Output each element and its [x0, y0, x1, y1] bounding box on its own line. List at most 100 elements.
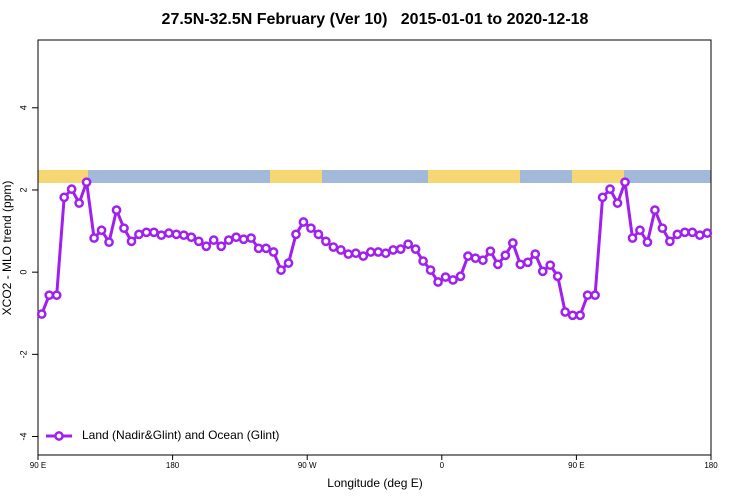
data-point: [283, 258, 294, 268]
data-point: [51, 290, 62, 301]
data-point: [350, 248, 361, 259]
data-point: [44, 290, 55, 301]
data-point: [650, 205, 660, 215]
y-axis-label: XCO2 - MLO trend (ppm): [0, 181, 14, 316]
data-point: [478, 255, 488, 266]
data-point: [66, 184, 77, 195]
data-point: [545, 260, 556, 271]
x-axis-label: Longitude (deg E): [327, 476, 422, 490]
data-point: [500, 250, 511, 261]
data-point: [59, 192, 70, 203]
y-tick-label: 4: [18, 105, 28, 110]
x-tick-label: 90 E: [30, 461, 46, 470]
data-point: [657, 223, 668, 234]
data-point: [590, 290, 600, 301]
data-point: [440, 272, 451, 282]
data-point: [425, 265, 436, 275]
data-point: [104, 237, 114, 248]
data-point: [201, 241, 212, 252]
data-point: [373, 247, 384, 257]
data-point: [149, 227, 159, 238]
data-point: [328, 242, 339, 252]
data-point: [223, 235, 234, 245]
data-point: [702, 228, 713, 238]
data-point: [537, 266, 548, 277]
data-point: [403, 239, 413, 250]
data-point: [81, 177, 92, 188]
plot-frame: [37, 39, 712, 456]
data-point: [261, 243, 271, 254]
data-point: [627, 233, 638, 243]
x-tick-label: 180: [166, 461, 180, 470]
data-point: [507, 238, 518, 248]
data-point: [515, 259, 526, 270]
data-point: [358, 251, 369, 261]
data-point: [141, 227, 152, 238]
data-point: [642, 237, 653, 248]
data-point: [530, 249, 541, 259]
data-point: [134, 229, 144, 240]
data-point: [433, 277, 443, 287]
data-point: [485, 246, 496, 257]
x-tick-label: 180: [704, 461, 718, 470]
data-point: [493, 259, 503, 270]
data-point: [679, 227, 690, 238]
data-point: [395, 244, 406, 254]
data-point: [380, 248, 391, 259]
data-point: [74, 198, 84, 208]
data-point: [672, 229, 683, 240]
data-point: [620, 177, 630, 188]
data-point: [171, 229, 182, 240]
legend-label: Land (Nadir&Glint) and Ocean (Glint): [82, 428, 279, 442]
data-point: [164, 228, 174, 238]
data-point: [246, 233, 256, 243]
data-point: [119, 223, 129, 234]
y-tick-label: 2: [18, 187, 28, 192]
chart-title: 27.5N-32.5N February (Ver 10) 2015-01-01…: [162, 11, 589, 28]
data-point: [276, 265, 286, 275]
data-point: [216, 241, 227, 252]
data-point: [89, 233, 99, 243]
legend-marker: [54, 431, 64, 441]
data-point: [156, 230, 167, 241]
x-tick-label: 0: [440, 461, 445, 470]
data-point: [410, 244, 421, 254]
data-point: [694, 230, 705, 241]
data-point: [178, 230, 189, 241]
x-tick-label: 90 W: [298, 461, 317, 470]
map-strip: [38, 170, 711, 183]
data-point: [612, 198, 623, 208]
data-point: [560, 307, 571, 317]
series-line: [40, 181, 708, 317]
data-point: [448, 275, 458, 285]
data-point: [575, 310, 585, 321]
data-point: [291, 229, 301, 240]
data-point: [186, 232, 197, 243]
data-point: [238, 234, 249, 245]
data-point: [36, 309, 47, 319]
data-point: [268, 247, 279, 257]
data-point: [687, 227, 698, 238]
data-point: [365, 247, 376, 257]
data-point: [193, 236, 204, 247]
data-point: [298, 217, 309, 227]
y-tick-label: -4: [18, 433, 28, 441]
data-point: [253, 243, 264, 254]
data-point: [597, 192, 608, 203]
data-point: [418, 256, 428, 266]
data-point: [336, 245, 346, 255]
y-tick-label: -2: [18, 350, 28, 358]
data-point: [605, 184, 615, 195]
data-point: [126, 236, 137, 247]
data-point: [552, 271, 563, 282]
data-point: [306, 223, 316, 234]
data-point: [388, 245, 399, 255]
data-point: [111, 205, 122, 215]
data-point: [208, 235, 219, 245]
data-point: [582, 290, 593, 301]
data-point: [313, 229, 324, 240]
data-point: [463, 251, 473, 261]
data-point: [470, 253, 481, 264]
data-point: [96, 225, 107, 236]
